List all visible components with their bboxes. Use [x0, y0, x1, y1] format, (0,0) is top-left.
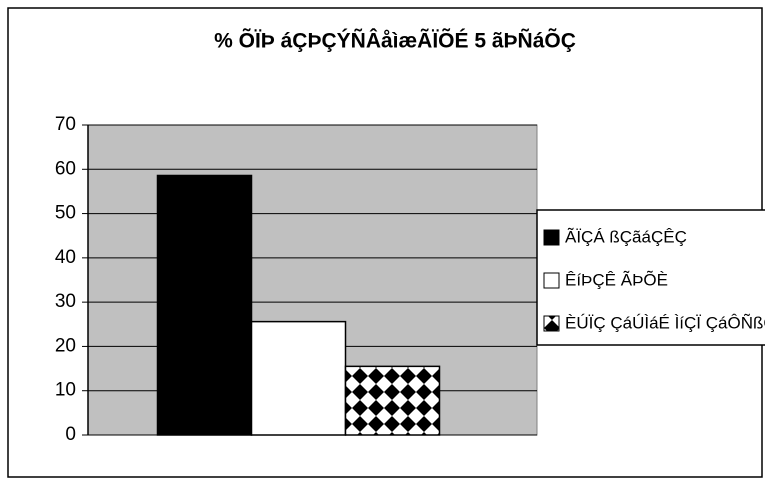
y-tick-label: 40 — [55, 247, 76, 268]
y-tick-label: 70 — [55, 114, 76, 135]
bar — [156, 174, 253, 436]
legend-swatch — [543, 272, 560, 289]
y-tick-label: 30 — [55, 291, 76, 312]
y-tick-label: 60 — [55, 158, 76, 179]
y-tick-label: 20 — [55, 335, 76, 356]
y-tick-label: 50 — [55, 203, 76, 224]
legend-box — [536, 209, 765, 346]
bar — [250, 320, 347, 436]
legend-swatch — [543, 315, 560, 332]
y-tick-label: 10 — [55, 380, 76, 401]
legend-swatch — [543, 229, 560, 246]
legend-label: ÈÚÏÇ ÇáÚÌáÉ ÌíÇÏ ÇáÔÑßÇÊ — [565, 313, 765, 332]
y-tick-label: 0 — [65, 424, 76, 445]
chart-title: % ÕÏÞ áÇÞÇÝÑÂåìæÃÏÕÉ 5 ãÞÑáÕÇ — [214, 29, 576, 53]
legend-label: ÊíÞÇÊ ÃÞÕÈ — [565, 270, 668, 289]
bar — [344, 365, 441, 436]
legend-label: ÃÏÇÁ ßÇãáÇÊÇ — [565, 227, 687, 246]
